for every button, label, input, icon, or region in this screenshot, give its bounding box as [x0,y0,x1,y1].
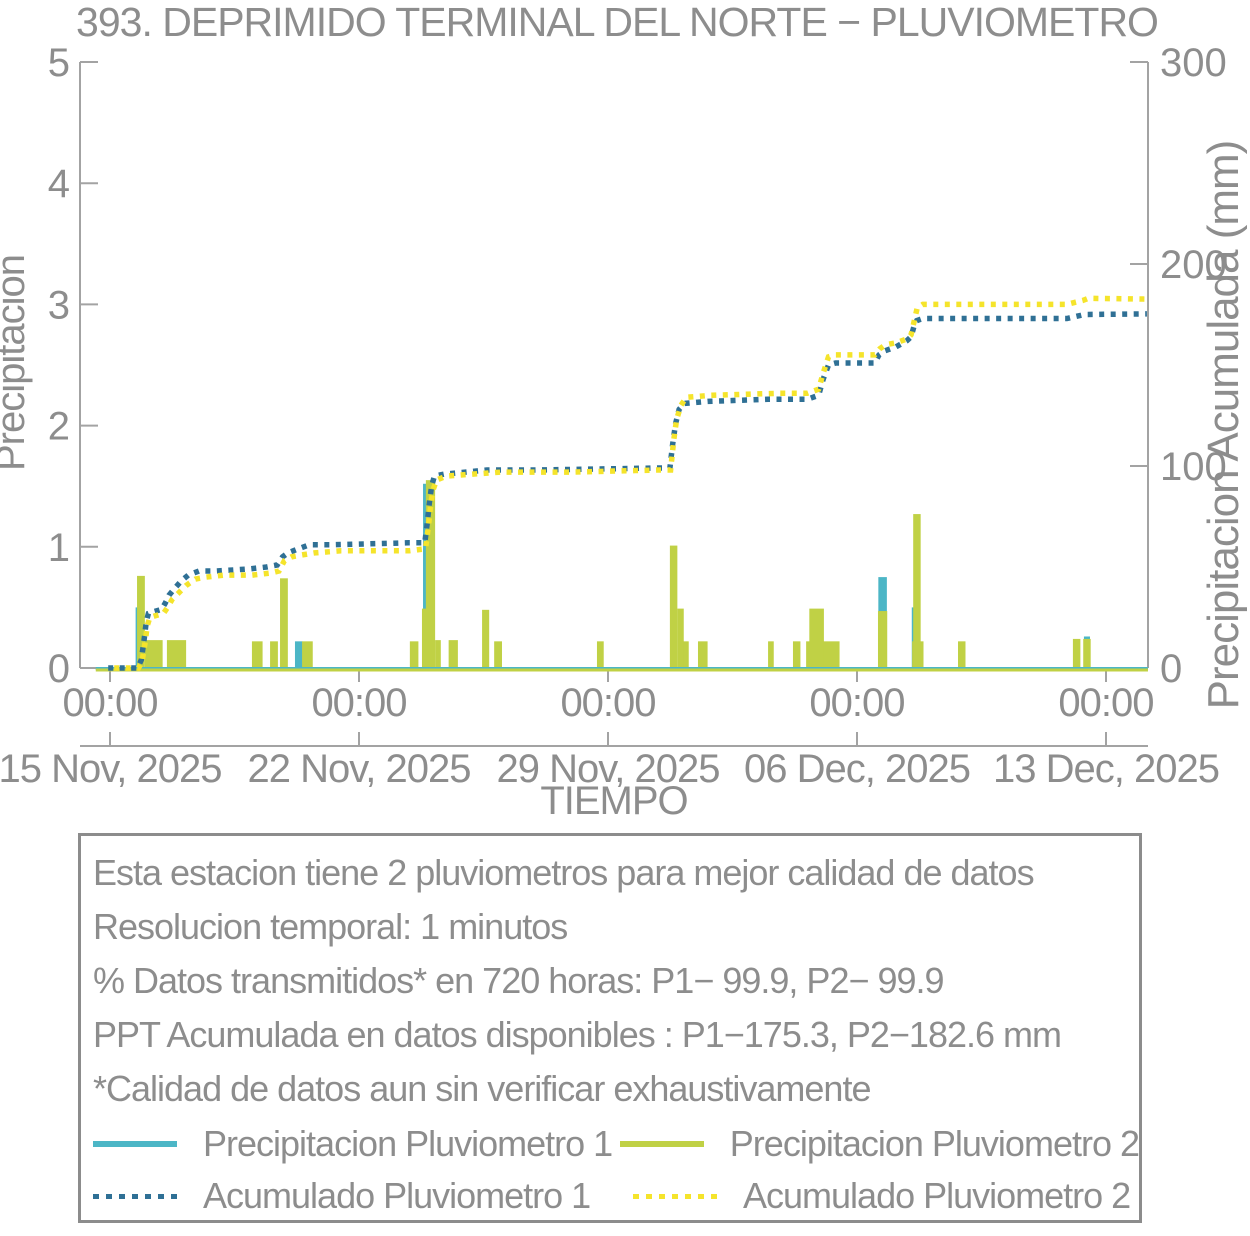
accum-2-dotted-swatch [633,1193,717,1199]
precip-bar [448,640,458,668]
x-date-label: 13 Dec, 2025 [993,747,1219,791]
precip-bar [425,480,436,668]
precip-bar [166,640,187,668]
info-line-transmitted: % Datos transmitidos* en 720 horas: P1− … [93,960,945,1001]
y-left-tick-label: 3 [48,283,70,327]
y-left-tick-label: 2 [48,405,70,449]
precip-bar [697,641,708,668]
precip-bar [913,514,921,668]
chart-title: 393. DEPRIMIDO TERMINAL DEL NORTE − PLUV… [76,0,1158,45]
legend-label-accum-1: Acumulado Pluviometro 1 [203,1175,591,1216]
precip-bar [409,641,419,668]
precip-bar [1072,638,1081,668]
precip-zero-line [95,668,1148,672]
x-time-label: 00:00 [809,681,904,725]
precip-bar [809,608,824,668]
y-right-tick-label: 200 [1160,243,1227,287]
y-right-tick-label: 0 [1160,647,1182,691]
x-time-label: 00:00 [62,681,157,725]
legend-item-precip-2: Precipitacion Pluviometro 2 [619,1123,1140,1165]
precip-bar [1083,638,1091,668]
legend-item-accum-2: Acumulado Pluviometro 2 [633,1175,1131,1217]
station-info-lines: Esta estacion tiene 2 pluviometros para … [81,836,1139,1116]
precip-bar [280,578,288,668]
precip-bar [137,575,145,668]
precip-bar [423,483,428,668]
legend-row-accumulated: Acumulado Pluviometro 1 Acumulado Pluvio… [81,1170,1139,1222]
precip-bar [958,641,966,668]
y-left-axis-label: Precipitacion [0,255,33,471]
precip-bar [677,608,684,668]
x-date-label: 22 Nov, 2025 [248,747,471,791]
precip-bar [302,641,313,668]
legend-label-accum-2: Acumulado Pluviometro 2 [743,1175,1131,1216]
x-date-label: 29 Nov, 2025 [497,747,720,791]
precipitation-chart: 393. DEPRIMIDO TERMINAL DEL NORTE − PLUV… [0,0,1248,823]
info-line-accumulated: PPT Acumulada en datos disponibles : P1−… [93,1014,1062,1055]
y-left-tick-label: 0 [48,647,70,691]
legend-item-precip-1: Precipitacion Pluviometro 1 [93,1123,620,1165]
y-left-tick-label: 4 [48,162,70,206]
precip-bar [768,641,774,668]
precip-bar [683,641,689,668]
precip-bar [270,641,278,668]
x-axis-label: TIEMPO [540,779,687,823]
precip-bar [144,640,163,668]
y-right-tick-label: 300 [1160,41,1227,85]
x-date-label: 06 Dec, 2025 [744,747,970,791]
x-date-label: 15 Nov, 2025 [0,747,221,791]
legend-label-precip-2: Precipitacion Pluviometro 2 [729,1123,1140,1164]
info-line-resolution: Resolucion temporal: 1 minutos [93,906,568,947]
y-left-tick-label: 5 [48,41,70,85]
accum-1-dotted-swatch [93,1193,177,1199]
precip-2-line-swatch [619,1141,704,1147]
precip-bar [482,609,490,668]
legend-item-accum-1: Acumulado Pluviometro 1 [93,1175,633,1217]
precip-bar [294,641,303,668]
legend-row-precipitation: Precipitacion Pluviometro 1 Precipitacio… [81,1118,1140,1170]
precip-bar [421,608,430,668]
y-right-tick-label: 100 [1160,445,1227,489]
precip-bar [435,640,441,668]
y-left-tick-label: 1 [48,526,70,570]
x-time-label: 00:00 [1058,681,1153,725]
precip-bar [596,641,604,668]
y-right-axis-label: Precipitacion Acumulada (mm) [1199,141,1248,710]
precip-bar [251,641,263,668]
info-line-quality-note: *Calidad de datos aun sin verificar exha… [93,1068,871,1109]
legend-label-precip-1: Precipitacion Pluviometro 1 [203,1123,613,1164]
accumulated-dotted-line [108,311,1147,671]
precip-bar [877,611,888,668]
x-time-label: 00:00 [311,681,406,725]
precip-bar [669,545,678,668]
precip-bar [792,641,801,668]
precip-1-line-swatch [93,1141,177,1147]
plot-area: 0 1 2 3 4 5 0 100 200 300 00:00 15 Nov, 2025 00:00 22… [0,41,1227,791]
precip-bar [494,641,502,668]
accumulated-dotted-line [108,295,1147,671]
info-line-station: Esta estacion tiene 2 pluviometros para … [93,852,1035,893]
x-time-label: 00:00 [560,681,655,725]
station-info-box: Esta estacion tiene 2 pluviometros para … [78,833,1142,1223]
